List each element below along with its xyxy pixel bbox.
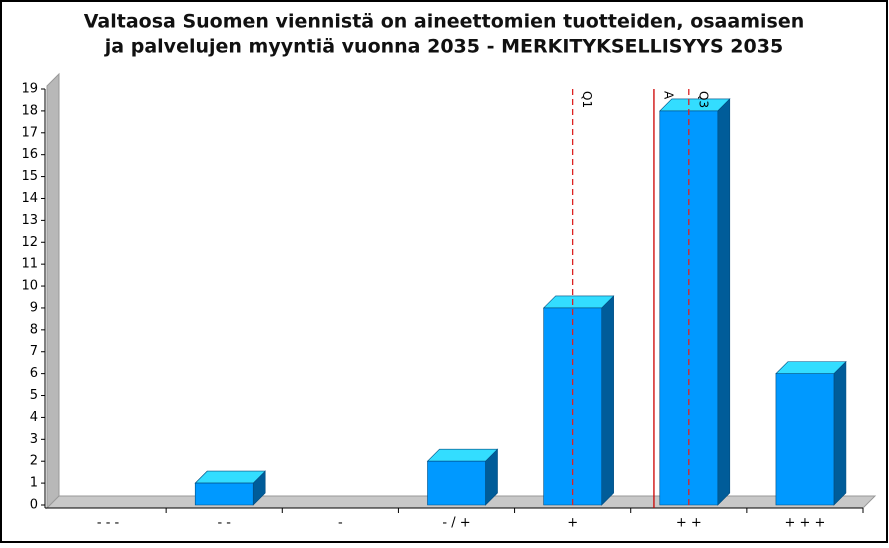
y-tick-label: 3	[30, 432, 38, 447]
y-tick-label: 19	[21, 82, 38, 97]
y-tick-label: 8	[30, 322, 38, 337]
bar-top	[542, 295, 615, 309]
bar-top	[194, 470, 266, 484]
bar-front	[427, 460, 486, 506]
bar	[775, 360, 847, 506]
y-tick-label: 4	[30, 410, 38, 425]
chart-title: Valtaosa Suomen viennistä on aineettomie…	[84, 11, 804, 33]
y-tick-label: 6	[30, 366, 38, 381]
bar-side	[717, 98, 731, 506]
x-tick-label: + +	[676, 516, 702, 531]
y-tick-label: 11	[21, 257, 38, 272]
y-tick-label: 18	[21, 103, 38, 118]
bar-front	[775, 373, 835, 506]
y-tick-label: 1	[30, 476, 38, 491]
bar-side	[601, 295, 614, 506]
bar-top	[426, 448, 499, 462]
x-tick-label: + + +	[784, 516, 825, 531]
bar	[426, 448, 499, 506]
y-tick-label: 9	[30, 300, 38, 315]
y-tick-label: 16	[21, 147, 38, 162]
x-tick-label: - -	[217, 516, 231, 531]
y-tick-label: 2	[30, 454, 38, 469]
y-tick-label: 14	[21, 191, 38, 206]
bar-top	[659, 98, 731, 112]
bar	[194, 470, 266, 506]
side-wall	[46, 72, 60, 510]
y-tick-label: 17	[21, 125, 38, 140]
y-tick-label: 7	[30, 344, 38, 359]
y-tick-label: 12	[21, 235, 38, 250]
marker-label: A	[661, 91, 675, 100]
chart-title: ja palvelujen myyntiä vuonna 2035 - MERK…	[104, 36, 783, 58]
bar-front	[194, 482, 254, 506]
bar-side	[833, 360, 847, 506]
marker-label: Q3	[696, 91, 710, 108]
marker-label: Q1	[580, 91, 594, 108]
y-tick-label: 5	[30, 388, 38, 403]
x-tick-label: -	[338, 516, 343, 531]
bar-front	[543, 307, 602, 506]
y-tick-label: 15	[21, 169, 38, 184]
bar-top	[775, 361, 847, 374]
x-tick-label: - / +	[442, 516, 470, 531]
bar	[659, 98, 731, 506]
y-tick-label: 10	[21, 279, 38, 294]
bar-front	[659, 110, 719, 506]
bar	[542, 295, 615, 506]
y-tick-label: 0	[30, 498, 38, 513]
y-tick-label: 13	[21, 213, 38, 228]
x-tick-label: +	[567, 516, 578, 531]
x-tick-label: - - -	[97, 516, 120, 531]
